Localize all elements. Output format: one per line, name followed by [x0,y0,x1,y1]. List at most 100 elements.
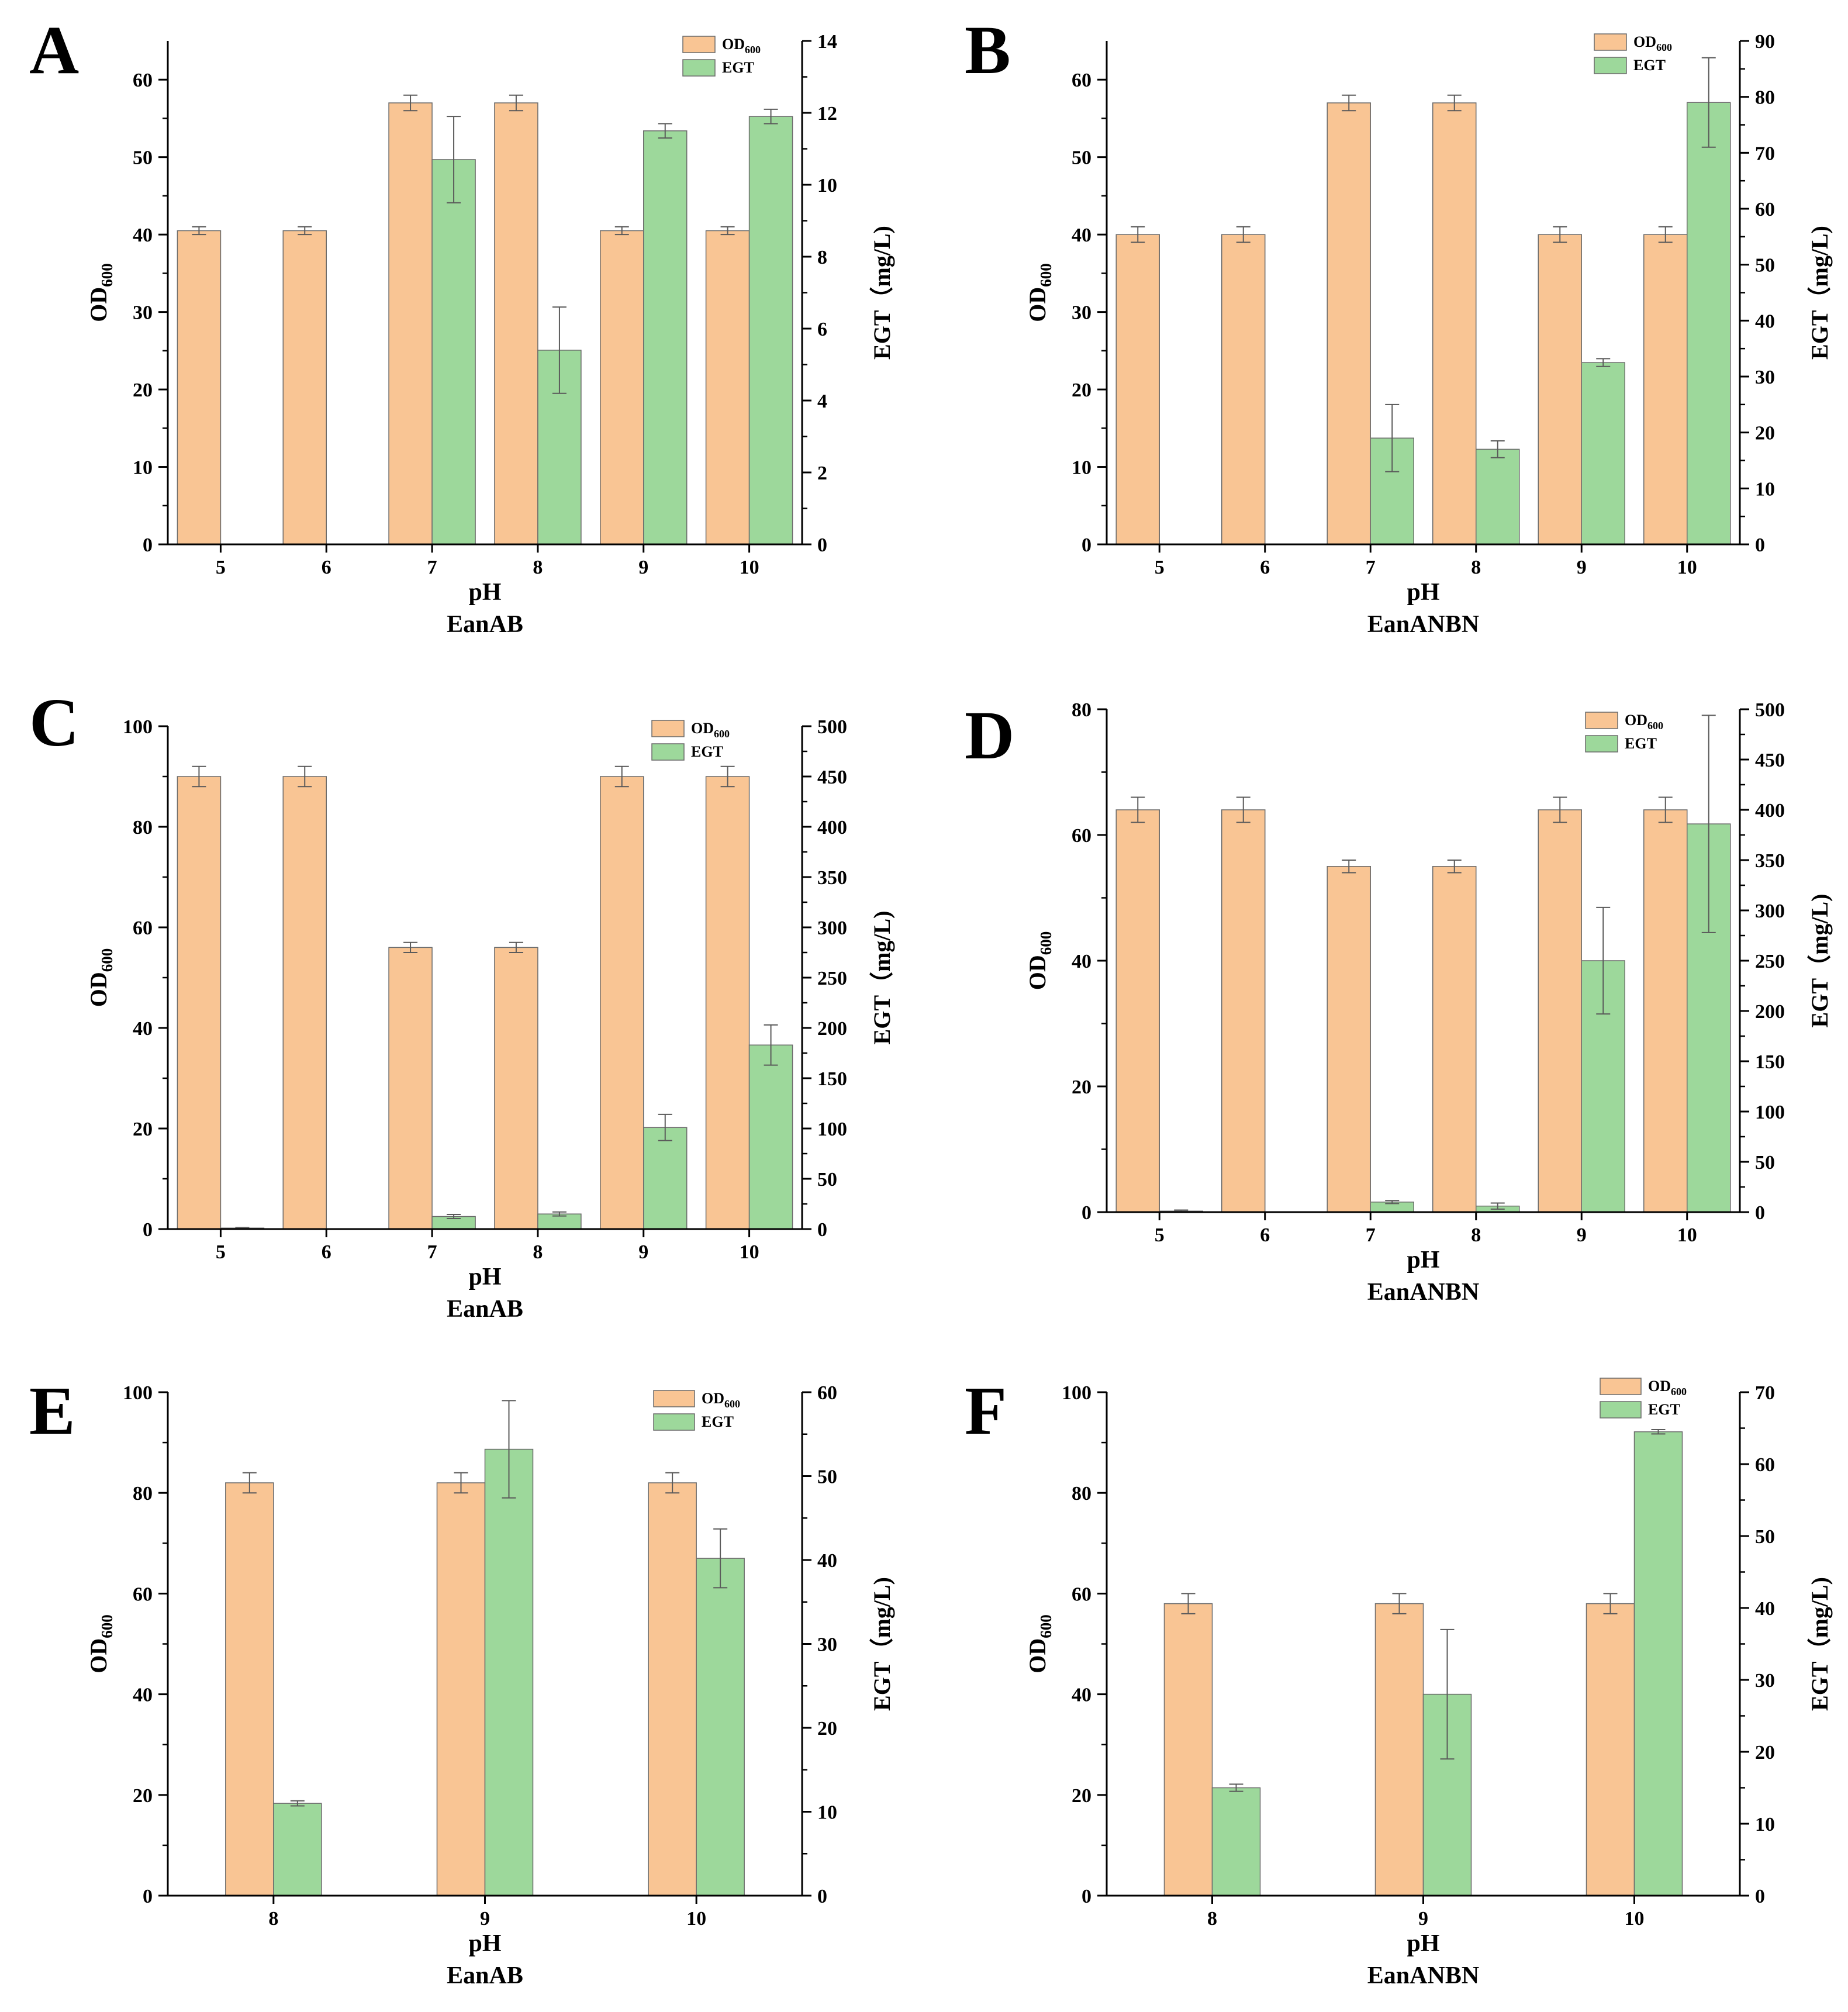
legend: OD600 EGT [682,36,761,77]
y-tick-label-right: 8 [817,247,827,268]
y-axis-label-right: EGT（mg/L) [1806,1577,1833,1711]
od-error-bar [1553,226,1567,243]
y-axis-label-left: OD600 [1024,1614,1055,1673]
y-axis-label-left: OD600 [1024,263,1055,322]
panel-letter: A [29,12,79,88]
od-bar [1538,234,1582,545]
y-tick-label-right: 0 [1755,1886,1765,1907]
od-bar [1327,866,1371,1213]
legend-swatch-egt [682,59,716,77]
x-axis-label: pH [1407,1247,1439,1274]
x-tick-label: 5 [1155,1224,1165,1246]
y-axis-label-left: OD600 [85,1614,116,1673]
legend: OD600 EGT [1594,33,1672,74]
y-tick-label-right: 70 [1755,143,1775,164]
x-tick-label: 9 [1577,557,1587,578]
od-bar [388,947,433,1230]
y-tick-label-right: 350 [1755,850,1785,872]
x-axis-label: pH [468,1264,501,1290]
y-tick-label-left: 20 [1072,1076,1091,1098]
od-error-bar [403,94,418,112]
x-tick-label: 5 [216,557,226,578]
y-tick-label-right: 30 [1755,367,1775,388]
od-bar [1432,102,1477,545]
x-tick-label: 10 [1625,1908,1645,1930]
od-bar [1643,809,1688,1213]
y-tick-label-left: 60 [133,917,153,939]
y-tick-label-left: 10 [133,457,153,479]
y-tick-label-right: 450 [817,767,847,788]
legend-swatch-od [1600,1378,1642,1395]
od-bar [1115,809,1160,1213]
y-axis-label-left: OD600 [1024,931,1055,991]
x-axis-label: pH [468,1930,501,1957]
y-tick-label-right: 50 [1755,1526,1775,1548]
y-axis-label-right: EGT（mg/L) [1806,226,1833,360]
y-tick-label-left: 50 [1072,147,1091,169]
egt-error-bar [1701,715,1716,933]
od-error-bar [1181,1593,1196,1614]
y-tick-label-left: 50 [133,147,153,169]
x-axis-label: pH [468,579,501,606]
chart-panel-d: D5 6 7 8 9 1002040608005010015020025030035040… [965,697,1833,1306]
legend-swatch-od [651,720,685,737]
x-tick-label: 5 [1155,557,1165,578]
od-bar [705,776,750,1230]
od-bar [1586,1603,1635,1896]
egt-bar [1581,362,1625,545]
y-tick-label-right: 14 [817,31,837,53]
y-tick-label-left: 0 [1082,1886,1091,1907]
strain-label: EanANBN [1367,1279,1479,1306]
x-tick-label: 5 [216,1241,226,1263]
egt-error-bar [552,1211,567,1217]
x-tick-label: 6 [322,557,331,578]
egt-error-bar [764,1024,778,1066]
x-tick-label: 7 [1366,557,1376,578]
od-bar [1163,1603,1213,1896]
strain-label: EanAB [447,1296,523,1323]
od-bar [600,776,644,1230]
y-tick-label-right: 300 [1755,900,1785,922]
y-tick-label-right: 500 [817,716,847,738]
x-tick-label: 6 [1260,1224,1270,1246]
y-tick-label-right: 40 [817,1550,837,1572]
od-error-bar [1342,94,1356,112]
x-tick-label: 9 [1577,1224,1587,1246]
y-tick-label-right: 200 [1755,1001,1785,1023]
legend-label-egt: EGT [722,59,754,76]
od-error-bar [298,226,312,236]
y-tick-label-right: 80 [1755,87,1775,109]
y-tick-label-left: 20 [133,1785,153,1807]
y-tick-label-right: 50 [817,1466,837,1488]
egt-error-bar [1229,1783,1243,1792]
legend-label-od: OD600 [691,720,730,740]
y-tick-label-left: 100 [123,716,153,738]
y-tick-label-right: 450 [1755,750,1785,771]
x-tick-label: 10 [740,557,759,578]
legend-swatch-od [653,1390,695,1407]
y-tick-label-left: 60 [133,1583,153,1605]
y-tick-label-left: 40 [133,1018,153,1040]
strain-label: EanAB [447,611,523,638]
y-tick-label-left: 100 [123,1382,153,1404]
panel-letter: E [29,1372,75,1449]
y-tick-label-right: 250 [817,968,847,989]
od-bar [600,230,644,545]
od-error-bar [1236,796,1251,823]
x-tick-label: 10 [686,1908,706,1930]
panel-letter: C [29,684,79,761]
y-tick-label-right: 40 [1755,310,1775,332]
egt-error-bar [1385,1200,1400,1205]
y-tick-label-right: 10 [817,175,837,196]
egt-error-bar [1651,1428,1666,1435]
egt-error-bar [658,1113,672,1141]
legend-swatch-egt [651,743,685,761]
y-tick-label-right: 10 [817,1802,837,1824]
y-tick-label-right: 30 [817,1634,837,1656]
egt-error-bar [1440,1628,1455,1760]
y-tick-label-left: 60 [1072,825,1091,847]
x-tick-label: 7 [427,1241,437,1263]
x-tick-label: 9 [480,1908,490,1930]
y-tick-label-left: 80 [133,1483,153,1504]
legend-label-egt: EGT [1625,735,1657,752]
